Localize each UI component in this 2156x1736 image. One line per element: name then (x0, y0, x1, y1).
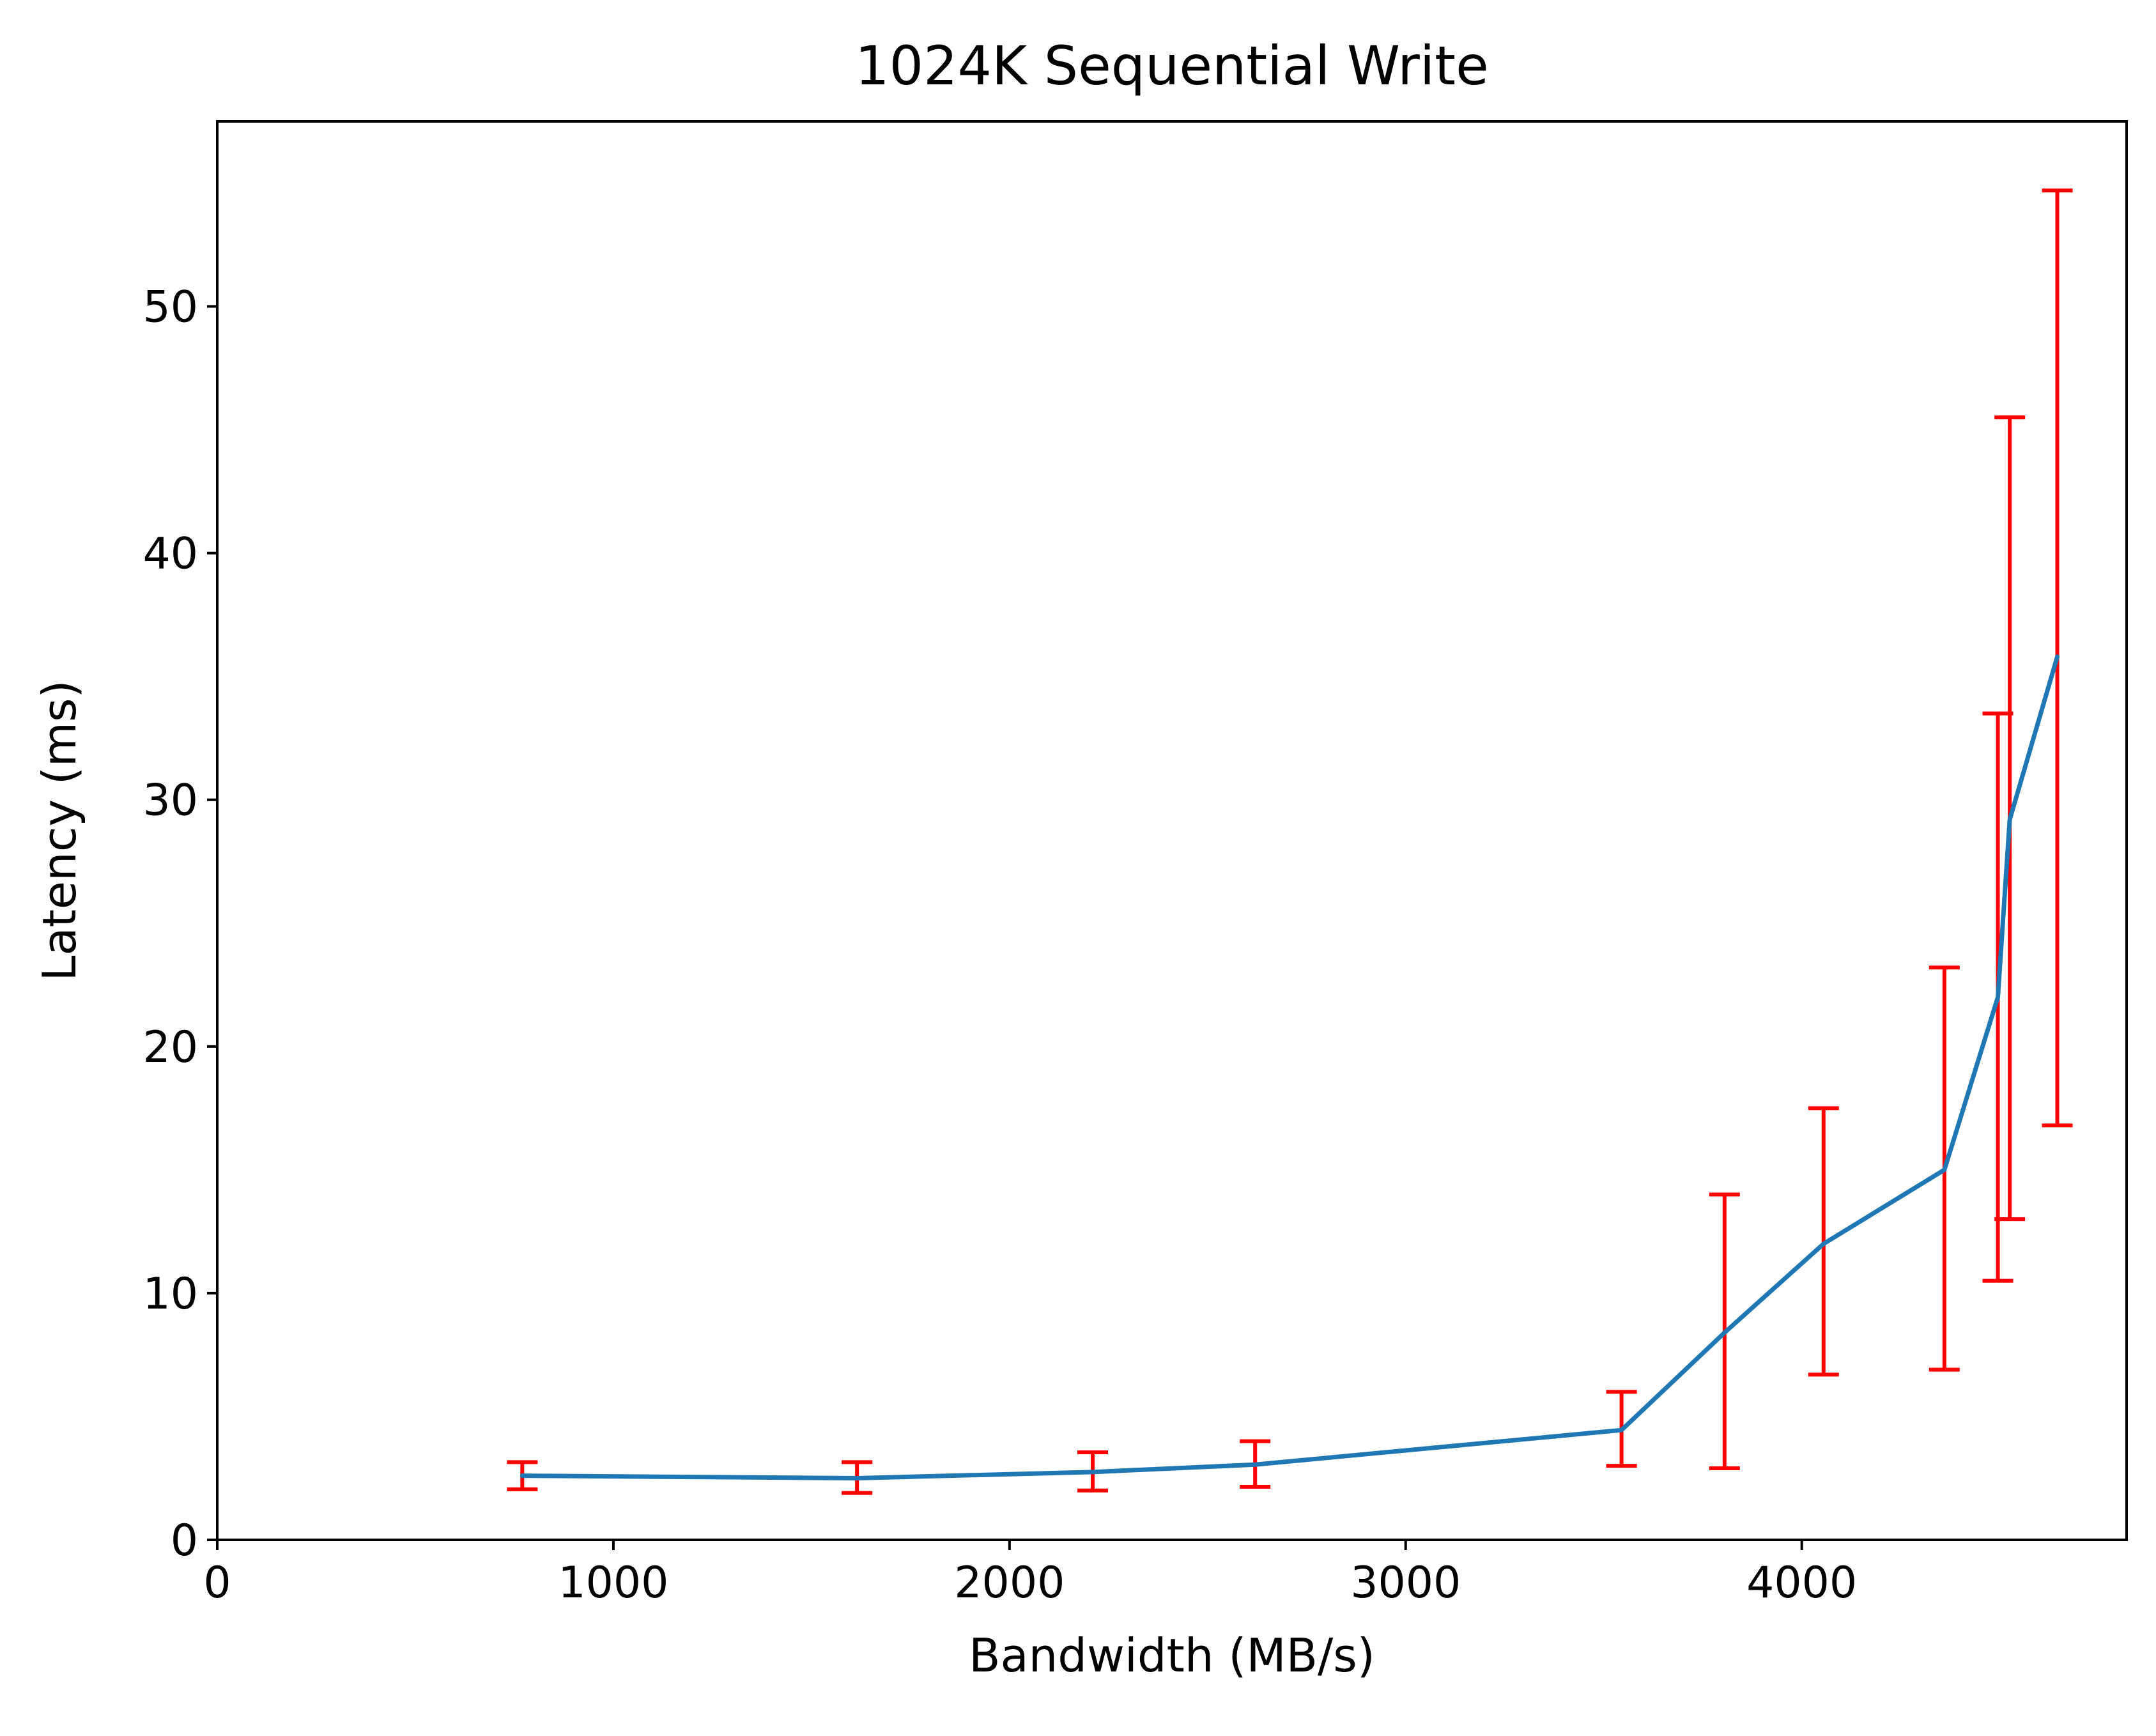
x-tick-label: 1000 (558, 1558, 668, 1608)
y-tick-label: 50 (142, 282, 198, 333)
x-axis-label: Bandwidth (MB/s) (969, 1629, 1375, 1682)
chart-title: 1024K Sequential Write (855, 35, 1489, 97)
y-tick-label: 40 (142, 529, 198, 580)
x-tick-label: 4000 (1746, 1558, 1857, 1608)
y-tick-label: 10 (142, 1269, 198, 1319)
plot-area-frame (216, 120, 2128, 1541)
y-axis-label: Latency (ms) (33, 680, 86, 981)
x-tick-label: 0 (203, 1558, 231, 1608)
y-tick-label: 30 (142, 776, 198, 826)
x-tick-label: 2000 (954, 1558, 1065, 1608)
x-tick-label: 3000 (1350, 1558, 1461, 1608)
series-group (520, 654, 2060, 1480)
y-tick-label: 0 (171, 1516, 198, 1566)
x-axis: 0 1000 2000 3000 4000 (203, 1540, 1857, 1608)
y-axis: 0 10 20 30 40 50 (142, 282, 217, 1566)
y-tick-label: 20 (142, 1022, 198, 1073)
